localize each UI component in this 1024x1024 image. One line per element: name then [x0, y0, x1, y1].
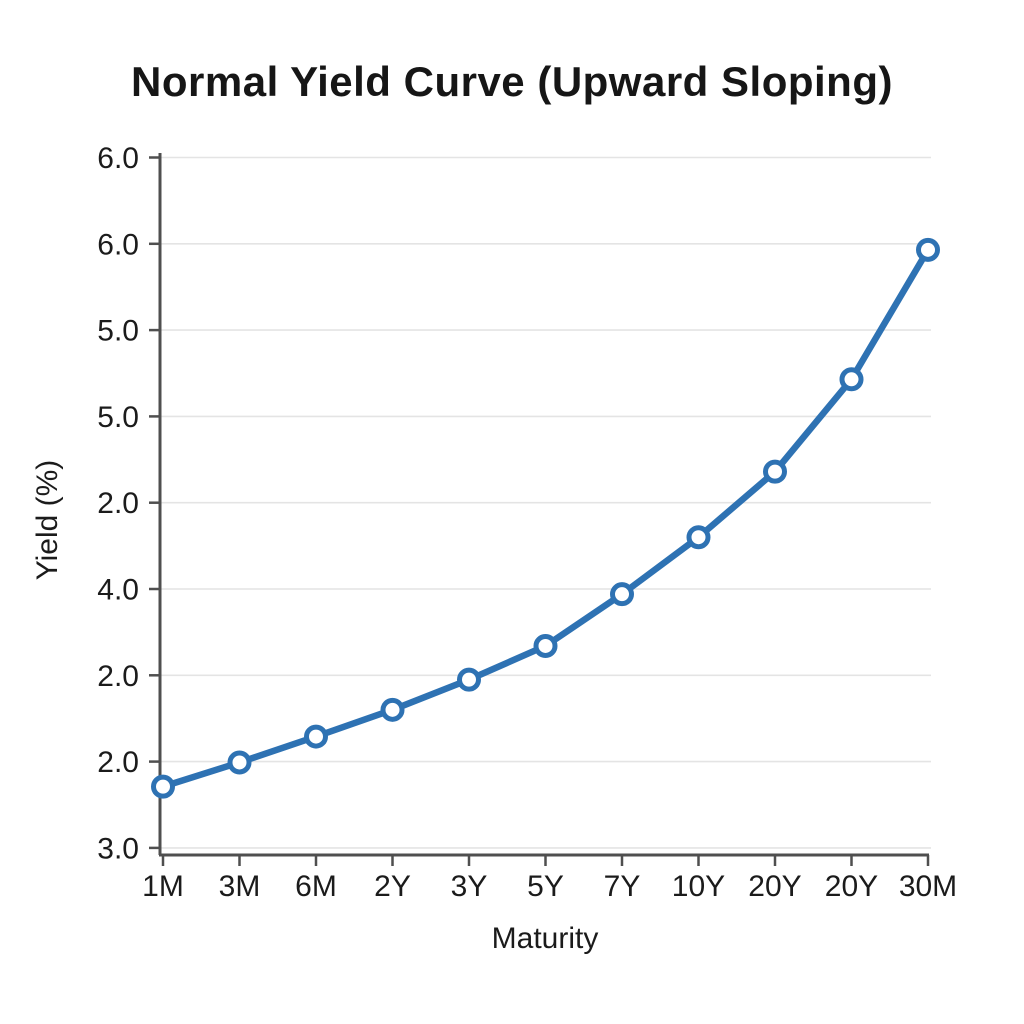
x-tick-label: 7Y [604, 870, 641, 903]
data-point-marker [763, 459, 787, 484]
y-tick-label: 3.0 [97, 832, 139, 865]
data-point-marker [457, 667, 481, 692]
x-tick-label: 5Y [527, 870, 564, 903]
data-point-marker [304, 724, 328, 749]
x-tick-label: 20Y [825, 870, 878, 903]
y-tick-label: 4.0 [97, 574, 139, 607]
data-point-marker [916, 237, 940, 262]
x-tick-label: 1M [142, 870, 184, 903]
data-point-marker [533, 633, 558, 658]
data-point-marker [227, 750, 252, 775]
data-point-marker [380, 697, 405, 722]
x-tick-label: 3Y [451, 870, 488, 903]
y-tick-label: 5.0 [97, 401, 139, 434]
data-point-marker [151, 774, 175, 799]
data-point-marker [839, 367, 864, 392]
chart-title: Normal Yield Curve (Upward Sloping) [131, 58, 893, 105]
y-tick-label: 5.0 [97, 315, 139, 348]
x-tick-label: 6M [295, 870, 337, 903]
x-tick-label: 3M [219, 870, 261, 903]
y-tick-label: 6.0 [97, 228, 139, 261]
x-tick-label: 10Y [672, 870, 725, 903]
x-tick-label: 20Y [748, 870, 801, 903]
x-axis-title: Maturity [491, 922, 599, 955]
x-tick-label: 2Y [374, 870, 411, 903]
data-point-marker [610, 582, 634, 607]
x-tick-label: 30M [899, 870, 957, 903]
y-tick-label: 6.0 [97, 142, 139, 175]
y-tick-label: 2.0 [97, 660, 139, 693]
y-tick-label: 2.0 [97, 746, 139, 779]
data-point-marker [686, 525, 711, 550]
y-tick-label: 2.0 [97, 487, 139, 520]
